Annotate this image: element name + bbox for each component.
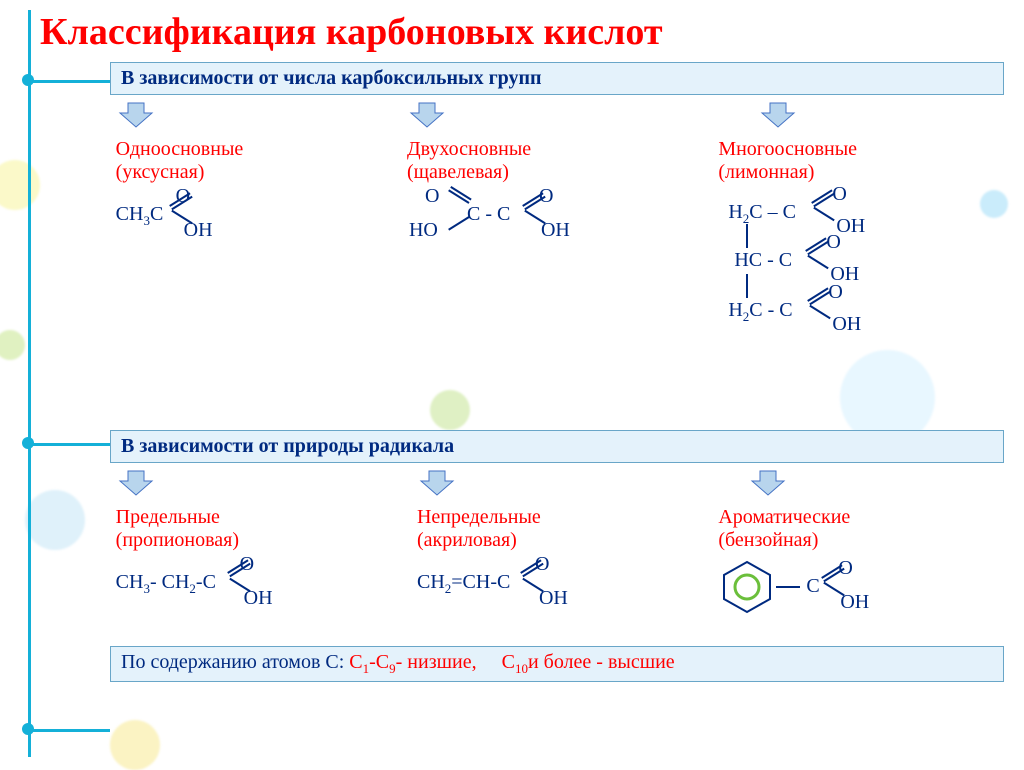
category-label: Одноосновные (уксусная) [116, 138, 356, 184]
timeline-bar [28, 10, 31, 757]
bg-blob [430, 390, 470, 430]
category-label: Непредельные (акриловая) [417, 506, 667, 552]
formula-citric: H2C – C O OH HC - C O OH H2C - C O OH [728, 190, 978, 390]
group-oh: OH [840, 592, 869, 613]
group-oh: OH [184, 220, 213, 241]
arrow-down-icon [116, 101, 156, 129]
timeline-connector [30, 443, 110, 446]
bond [776, 586, 800, 588]
bond [808, 255, 829, 269]
arrow-down-icon [417, 469, 457, 497]
bg-blob [25, 490, 85, 550]
group-oh: OH [244, 588, 273, 609]
cat-name: Одноосновные [116, 138, 244, 160]
cat-example: (акриловая) [417, 529, 517, 551]
timeline-connector [30, 729, 110, 732]
section1-heading: В зависимости от числа карбоксильных гру… [110, 62, 1004, 95]
arrow-down-icon [116, 469, 156, 497]
dbl-bond [448, 189, 469, 203]
bg-blob [0, 160, 40, 210]
cat-name: Ароматические [718, 506, 850, 528]
timeline-connector [30, 80, 110, 83]
group-o: O [832, 184, 846, 205]
section2-heading: В зависимости от природы радикала [110, 430, 1004, 463]
arrow-down-icon [407, 101, 447, 129]
bond [810, 305, 831, 319]
bg-blob [0, 330, 25, 360]
cat-name: Непредельные [417, 506, 541, 528]
bond [746, 224, 748, 248]
group-o: O [425, 186, 439, 207]
group-oh: OH [539, 588, 568, 609]
cat-name: Предельные [116, 506, 220, 528]
group-ho: HO [409, 220, 438, 241]
cat-example: (щавелевая) [407, 161, 509, 183]
bg-blob [110, 720, 160, 770]
cat-example: (уксусная) [116, 161, 205, 183]
formula-acrylic: CH2=CH-C O OH [417, 558, 667, 618]
mid: C - C [467, 204, 510, 225]
category-label: Предельные (пропионовая) [116, 506, 366, 552]
formula-oxalic: O O C - C HO OH [407, 190, 667, 250]
c: C [806, 576, 819, 597]
formula-acetic: O CH3C OH [116, 190, 356, 250]
timeline-node [22, 74, 34, 86]
cat-name: Двухосновные [407, 138, 531, 160]
timeline-node [22, 437, 34, 449]
group-oh: OH [541, 220, 570, 241]
category-label: Ароматические (бензойная) [718, 506, 978, 552]
benzene-ring-icon [718, 558, 776, 621]
footer-high: С10и более - высшие [502, 651, 675, 673]
footer-bar: По содержанию атомов С: С1-С9- низшие, С… [110, 646, 1004, 682]
arrow-down-icon [758, 101, 798, 129]
formula-propionic: CH3- CH2-C O OH [116, 558, 366, 618]
footer-pre: По содержанию атомов С: [121, 651, 349, 673]
cat-example: (пропионовая) [116, 529, 239, 551]
group-o: O [828, 282, 842, 303]
cat-name: Многоосновные [718, 138, 857, 160]
page-title: Классификация карбоновых кислот [40, 10, 1004, 54]
formula-benzoic: C O OH [718, 558, 978, 638]
category-label: Двухосновные (щавелевая) [407, 138, 667, 184]
category-label: Многоосновные (лимонная) [718, 138, 978, 184]
group-oh: OH [832, 314, 861, 335]
cat-example: (бензойная) [718, 529, 818, 551]
group-o: O [826, 232, 840, 253]
cat-example: (лимонная) [718, 161, 814, 183]
arrow-down-icon [748, 469, 788, 497]
bond [814, 207, 835, 221]
timeline-node [22, 723, 34, 735]
bond [746, 274, 748, 298]
footer-low: С1-С9- низшие, [349, 651, 476, 673]
